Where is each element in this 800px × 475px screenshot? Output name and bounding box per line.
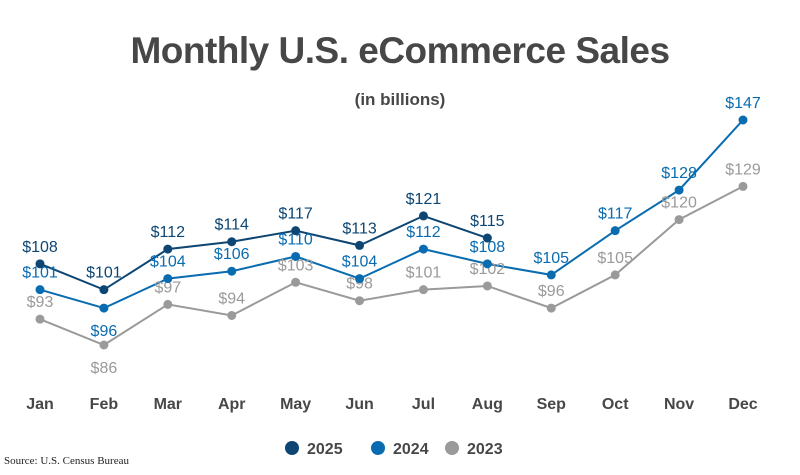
data-point-2023 bbox=[738, 181, 748, 191]
data-label-2023: $101 bbox=[406, 265, 442, 282]
series-line-2025 bbox=[39, 214, 488, 291]
data-label-2025: $113 bbox=[342, 220, 377, 237]
data-point-2025 bbox=[163, 244, 173, 254]
data-label-2023: $103 bbox=[278, 257, 314, 274]
data-label-2023: $105 bbox=[597, 250, 633, 267]
data-label-2023: $129 bbox=[725, 161, 761, 178]
source-note: Source: U.S. Census Bureau bbox=[4, 455, 129, 467]
legend-marker-2025 bbox=[285, 441, 299, 455]
data-label-2023: $94 bbox=[218, 290, 245, 307]
data-label-2023: $98 bbox=[346, 276, 373, 293]
x-tick-label: Jul bbox=[412, 396, 435, 413]
data-point-2023 bbox=[99, 340, 109, 350]
x-tick-label: Apr bbox=[218, 396, 246, 413]
x-tick-label: Jan bbox=[26, 396, 54, 413]
x-tick-label: May bbox=[280, 396, 311, 413]
data-point-2024 bbox=[738, 115, 748, 125]
x-tick-label: Jun bbox=[345, 396, 373, 413]
legend-label-2025: 2025 bbox=[307, 441, 343, 458]
data-point-2023 bbox=[163, 299, 173, 309]
data-point-2025 bbox=[355, 240, 365, 250]
data-label-2023: $102 bbox=[470, 261, 506, 278]
x-tick-label: Oct bbox=[602, 396, 629, 413]
data-point-2024 bbox=[163, 274, 173, 284]
data-point-2025 bbox=[418, 211, 428, 221]
data-point-2024 bbox=[610, 226, 620, 236]
data-point-2023 bbox=[610, 270, 620, 280]
data-label-2025: $117 bbox=[278, 206, 313, 223]
data-label-2023: $97 bbox=[154, 279, 181, 296]
series-line-2024 bbox=[39, 119, 744, 310]
data-label-2024: $101 bbox=[22, 265, 58, 282]
data-point-2023 bbox=[291, 277, 301, 287]
data-label-2023: $96 bbox=[538, 283, 565, 300]
data-point-2023 bbox=[227, 310, 237, 320]
data-label-2024: $147 bbox=[725, 95, 761, 112]
data-label-2025: $101 bbox=[86, 265, 122, 282]
x-tick-label: Nov bbox=[664, 396, 694, 413]
data-label-2024: $96 bbox=[91, 323, 118, 340]
data-point-2024 bbox=[291, 251, 301, 261]
data-label-2023: $120 bbox=[661, 195, 697, 212]
series-line-2023 bbox=[39, 185, 744, 347]
data-point-2024 bbox=[35, 285, 45, 295]
data-point-2024 bbox=[418, 244, 428, 254]
data-label-2025: $108 bbox=[22, 239, 58, 256]
x-tick-label: Mar bbox=[154, 396, 182, 413]
data-label-2025: $112 bbox=[151, 224, 186, 241]
data-point-2025 bbox=[482, 233, 492, 243]
data-label-2024: $112 bbox=[406, 224, 441, 241]
legend-label-2023: 2023 bbox=[467, 441, 503, 458]
chart-subtitle: (in billions) bbox=[354, 90, 446, 109]
data-point-2025 bbox=[99, 285, 109, 295]
legend-label-2024: 2024 bbox=[393, 441, 429, 458]
legend-marker-2023 bbox=[445, 441, 459, 455]
x-tick-label: Feb bbox=[90, 396, 119, 413]
data-point-2025 bbox=[35, 259, 45, 269]
data-label-2023: $86 bbox=[91, 360, 118, 377]
data-point-2024 bbox=[99, 303, 109, 313]
data-point-2023 bbox=[674, 215, 684, 225]
data-point-2024 bbox=[227, 266, 237, 276]
data-label-2024: $106 bbox=[214, 246, 250, 263]
data-label-2024: $104 bbox=[150, 254, 186, 271]
data-label-2025: $115 bbox=[470, 213, 505, 230]
data-label-2024: $128 bbox=[661, 165, 697, 182]
chart-title: Monthly U.S. eCommerce Sales bbox=[130, 30, 670, 71]
data-point-2025 bbox=[227, 237, 237, 247]
data-label-2024: $104 bbox=[342, 254, 378, 271]
data-point-2025 bbox=[291, 226, 301, 236]
data-label-2024: $117 bbox=[598, 206, 633, 223]
data-point-2024 bbox=[546, 270, 556, 280]
data-point-2023 bbox=[546, 303, 556, 313]
data-label-2025: $114 bbox=[215, 217, 250, 234]
data-label-2023: $93 bbox=[27, 294, 54, 311]
data-label-2024: $108 bbox=[470, 239, 506, 256]
x-tick-label: Dec bbox=[728, 396, 757, 413]
x-tick-label: Sep bbox=[537, 396, 567, 413]
data-point-2023 bbox=[418, 285, 428, 295]
data-point-2024 bbox=[482, 259, 492, 269]
data-point-2023 bbox=[35, 314, 45, 324]
data-point-2023 bbox=[355, 296, 365, 306]
data-point-2023 bbox=[482, 281, 492, 291]
data-label-2025: $121 bbox=[406, 191, 442, 208]
data-label-2024: $105 bbox=[533, 250, 569, 267]
data-label-2024: $110 bbox=[278, 231, 313, 248]
data-point-2024 bbox=[355, 274, 365, 284]
data-point-2024 bbox=[674, 185, 684, 195]
x-tick-label: Aug bbox=[472, 396, 503, 413]
legend-marker-2024 bbox=[371, 441, 385, 455]
